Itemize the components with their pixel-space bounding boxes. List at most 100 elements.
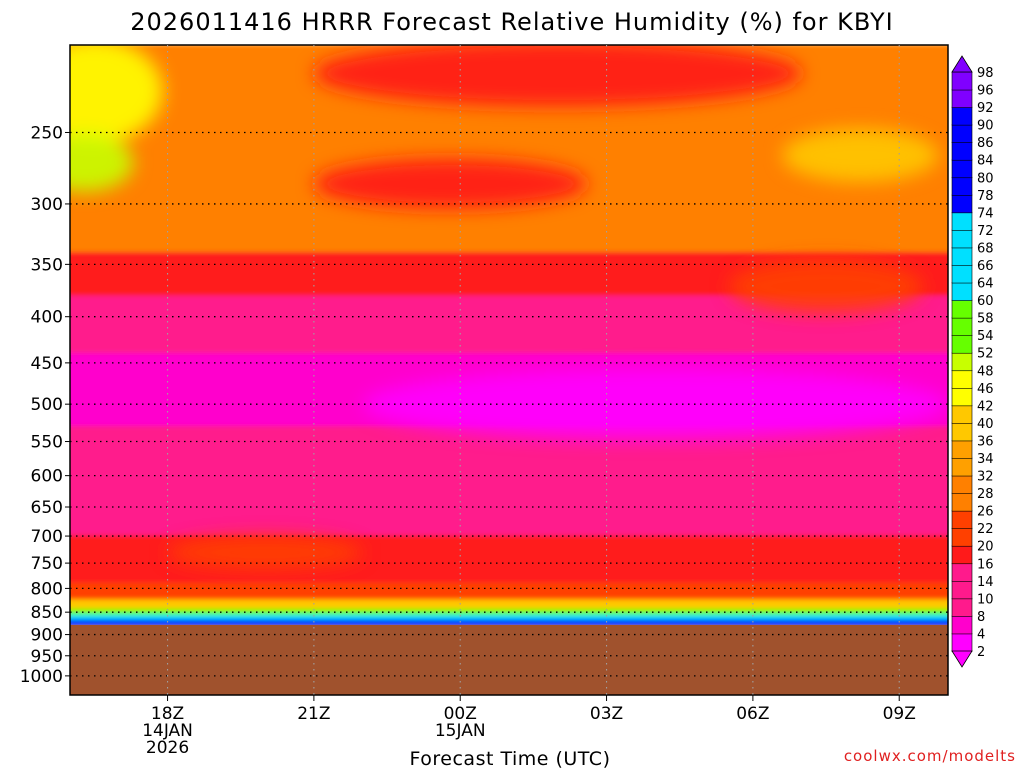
colorbar-tick-label: 90 [977, 119, 994, 134]
colorbar-tick-label: 98 [977, 66, 994, 81]
x-tick-label: 09Z [883, 704, 916, 724]
colorbar-segment [951, 352, 973, 372]
colorbar-tick-label: 84 [977, 154, 994, 169]
colorbar-segment [951, 194, 973, 214]
colorbar-segment [951, 229, 973, 249]
colorbar-tick-label: 14 [977, 575, 994, 590]
colorbar-segment [951, 71, 973, 91]
y-tick-label: 650 [31, 498, 63, 518]
colorbar-tick-label: 52 [977, 347, 994, 362]
colorbar-tick-label: 54 [977, 329, 994, 344]
colorbar-tick-label: 48 [977, 364, 994, 379]
colorbar-tick-label: 46 [977, 382, 994, 397]
colorbar-tick-label: 68 [977, 241, 994, 256]
colorbar-tick-label: 26 [977, 505, 994, 520]
colorbar-segment [951, 369, 973, 389]
colorbar-tick-label: 16 [977, 557, 994, 572]
colorbar-tick-label: 20 [977, 540, 994, 555]
x-tick-label: 14JAN [142, 721, 193, 741]
colorbar-segment [951, 562, 973, 582]
chart-title: 2026011416 HRRR Forecast Relative Humidi… [130, 8, 894, 36]
y-tick-label: 750 [31, 554, 63, 574]
rh-band [70, 614, 948, 622]
colorbar-tick-label: 64 [977, 277, 994, 292]
colorbar-segment [951, 615, 973, 635]
x-tick-label: 15JAN [435, 721, 486, 741]
colorbar-segment [951, 457, 973, 477]
colorbar: 2481014162022262832343640424648525458606… [951, 55, 994, 668]
y-tick-label: 500 [31, 395, 63, 415]
rh-feature [362, 368, 948, 440]
colorbar-segment [951, 124, 973, 143]
colorbar-tick-label: 58 [977, 312, 994, 327]
colorbar-tick-label: 28 [977, 487, 994, 502]
y-tick-label: 400 [31, 308, 63, 328]
y-tick-label: 800 [31, 579, 63, 599]
y-tick-label: 850 [31, 603, 63, 623]
y-tick-label: 550 [31, 433, 63, 453]
rh-feature [313, 159, 588, 209]
colorbar-segment [951, 492, 973, 512]
plot-area [70, 45, 948, 695]
colorbar-segment [951, 176, 973, 196]
colorbar-tick-label: 2 [977, 645, 985, 660]
y-tick-label: 600 [31, 467, 63, 487]
colorbar-tick-label: 34 [977, 452, 994, 467]
colorbar-segment [951, 264, 973, 284]
colorbar-segment [951, 545, 973, 565]
colorbar-segment [951, 475, 973, 494]
rh-band [70, 608, 948, 617]
rh-feature [313, 45, 802, 107]
y-tick-label: 950 [31, 647, 63, 667]
colorbar-tick-label: 86 [977, 136, 994, 151]
colorbar-tick-label: 32 [977, 470, 994, 485]
colorbar-segment [951, 106, 973, 126]
rh-feature [782, 128, 939, 182]
colorbar-segment [951, 247, 973, 266]
rh-feature [167, 536, 363, 569]
colorbar-segment [951, 422, 973, 442]
colorbar-tick-label: 42 [977, 399, 994, 414]
colorbar-segment [951, 282, 973, 301]
x-tick-label: 21Z [297, 704, 330, 724]
colorbar-segment [951, 159, 973, 179]
colorbar-tick-label: 8 [977, 610, 985, 625]
colorbar-segment [951, 598, 973, 617]
y-tick-label: 900 [31, 626, 63, 646]
y-tick-label: 250 [31, 123, 63, 143]
y-tick-label: 450 [31, 354, 63, 374]
colorbar-tick-label: 96 [977, 84, 994, 99]
colorbar-segment [951, 510, 973, 529]
rh-feature [70, 45, 163, 144]
y-axis: 250 300 350 400 450 500 550 600 650 700 750 800 850 9… [20, 123, 70, 687]
colorbar-tick-label: 92 [977, 101, 994, 116]
colorbar-segment [951, 633, 973, 652]
y-tick-label: 700 [31, 527, 63, 547]
colorbar-segment [951, 141, 973, 161]
colorbar-segment [951, 299, 973, 319]
rh-features [70, 45, 948, 569]
rh-feature [728, 259, 924, 313]
plot-frame [69, 44, 949, 696]
colorbar-bottom-arrow [951, 650, 973, 668]
colorbar-segment [951, 580, 973, 600]
colorbar-segment [951, 440, 973, 459]
colorbar-top-arrow [951, 55, 973, 73]
colorbar-segment [951, 334, 973, 354]
x-tick-label: 2026 [146, 738, 189, 758]
gridlines [70, 45, 948, 695]
colorbar-tick-label: 60 [977, 294, 994, 309]
colorbar-tick-label: 78 [977, 189, 994, 204]
rh-band [70, 474, 948, 538]
x-tick-label: 03Z [590, 704, 623, 724]
colorbar-segment [951, 405, 973, 424]
colorbar-segment [951, 317, 973, 336]
colorbar-tick-label: 4 [977, 627, 985, 642]
rh-band [70, 582, 948, 602]
colorbar-tick-label: 66 [977, 259, 994, 274]
credit-text: coolwx.com/modelts [844, 747, 1016, 765]
colorbar-tick-label: 40 [977, 417, 994, 432]
x-tick-label: 18Z [151, 704, 184, 724]
